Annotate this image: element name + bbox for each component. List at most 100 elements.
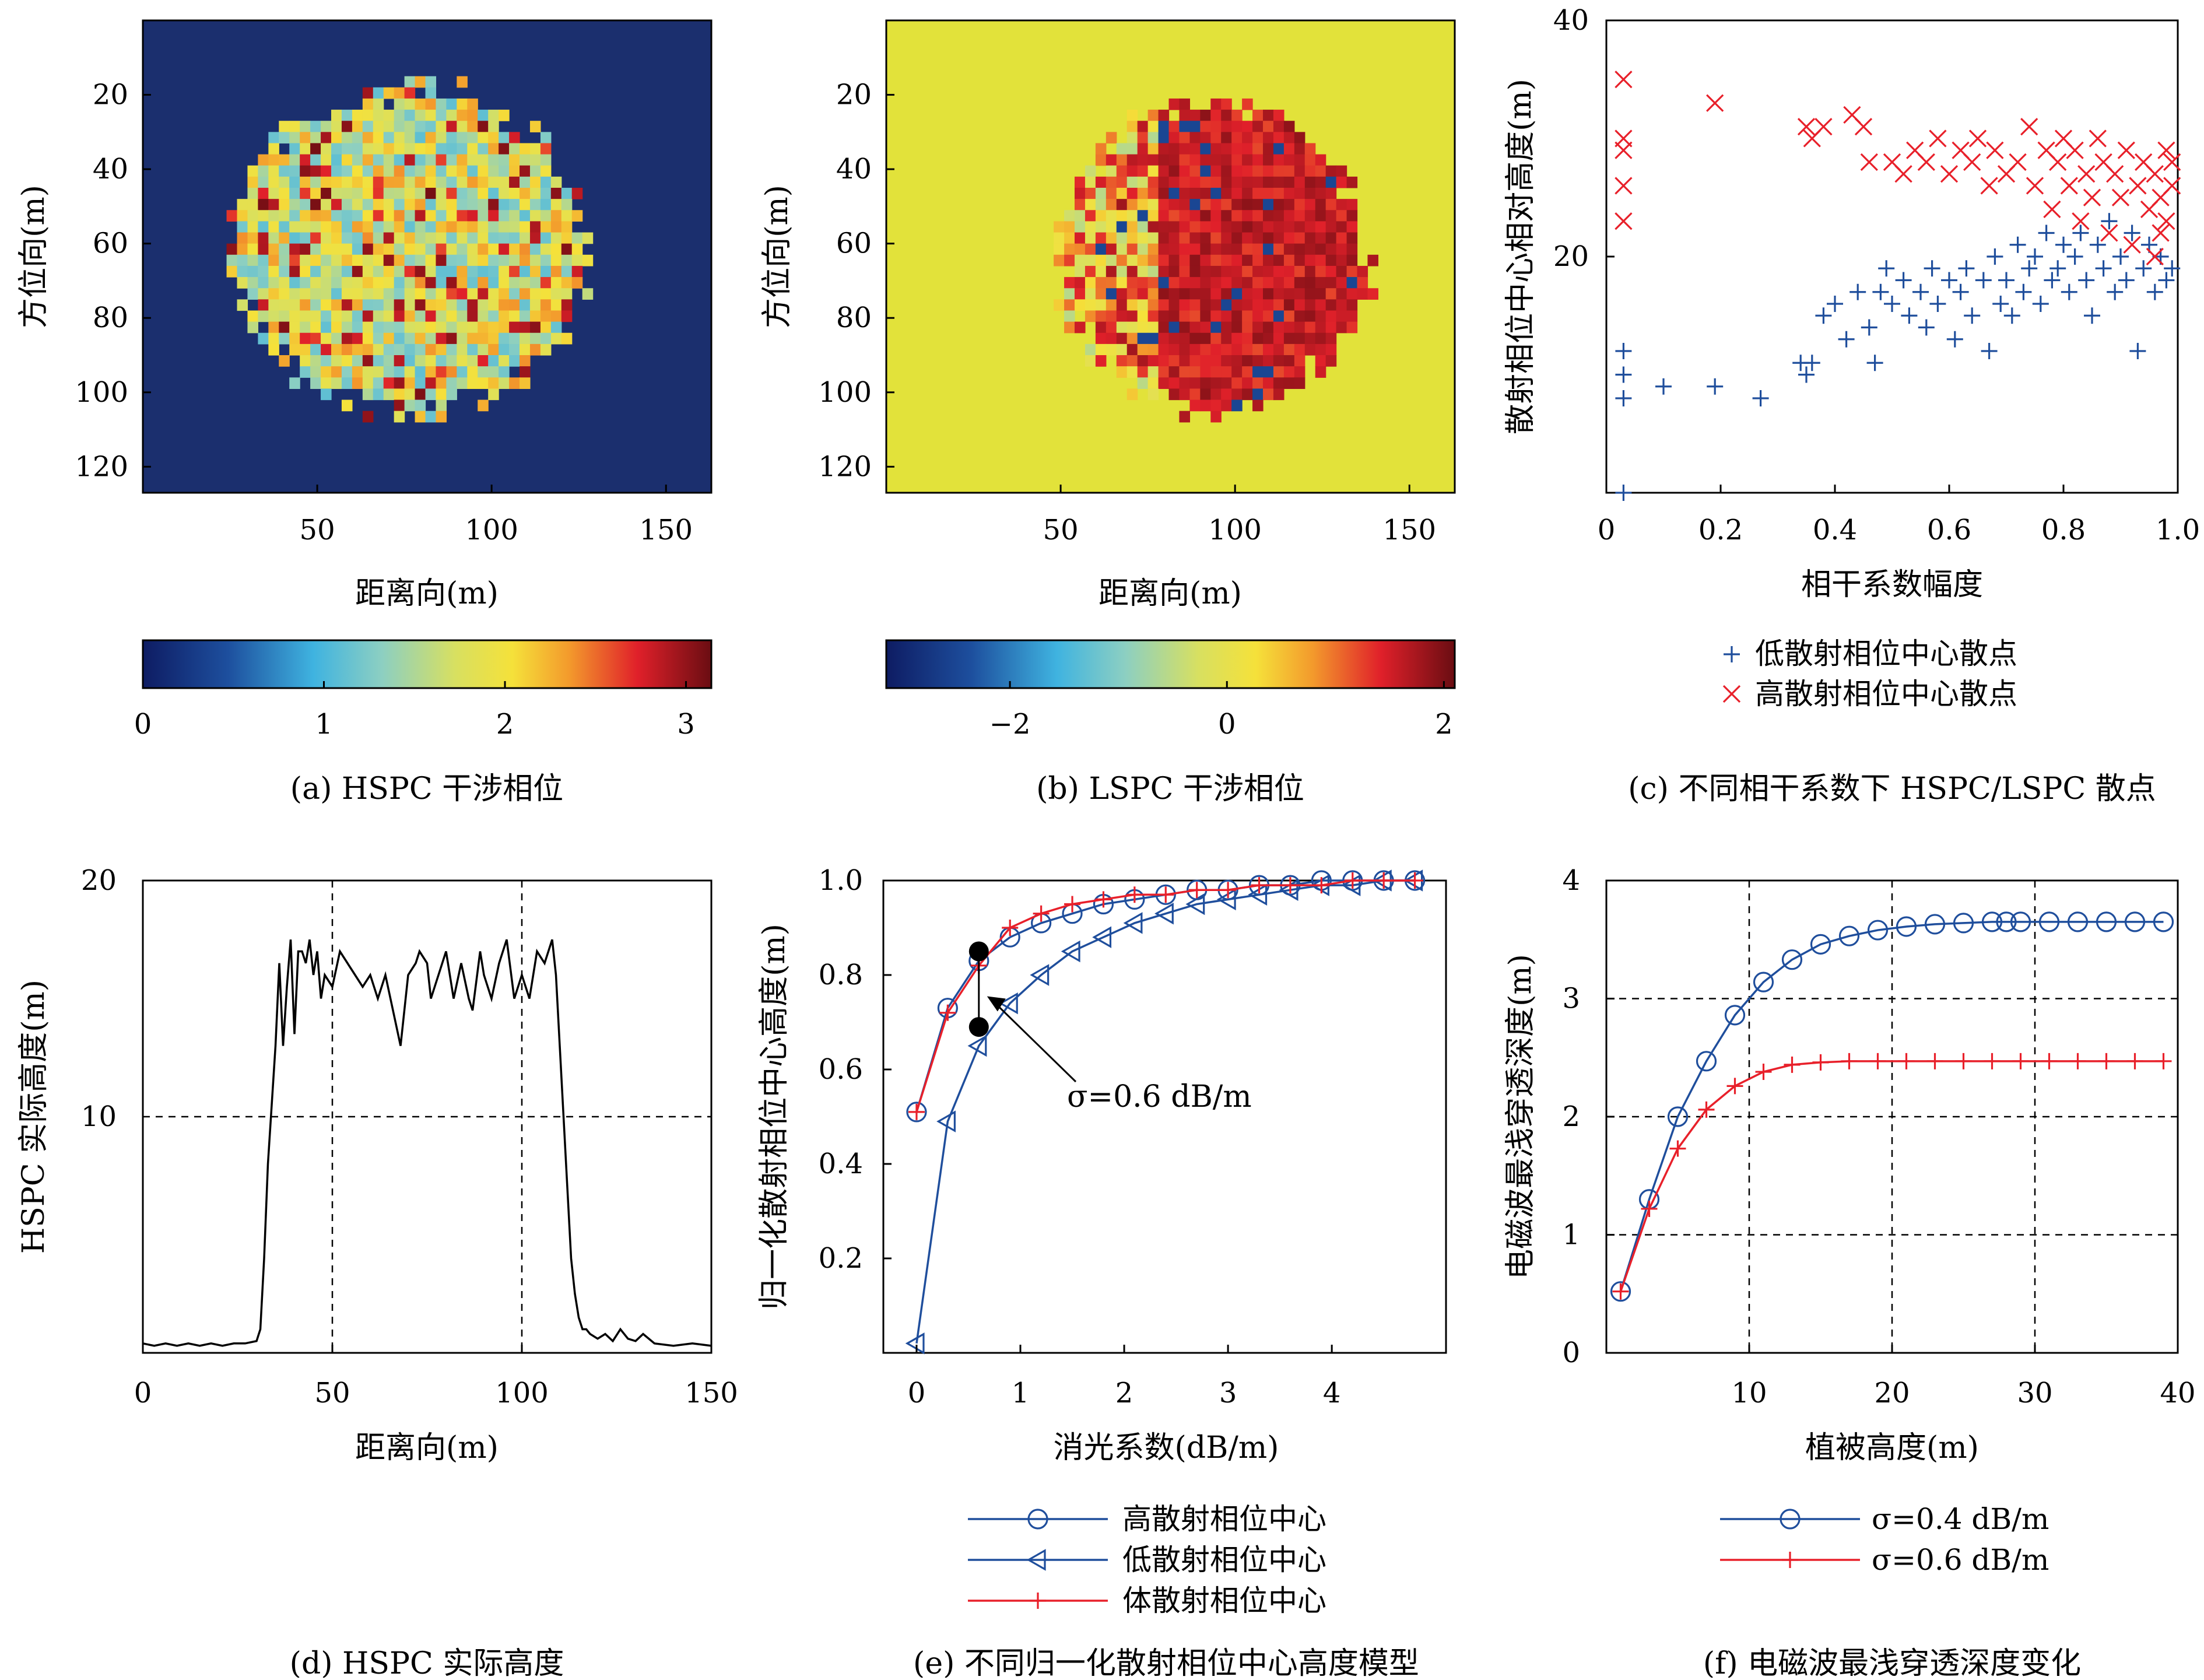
heatmap-cell <box>310 199 321 211</box>
heatmap-cell <box>436 288 447 300</box>
heatmap-cell <box>520 343 531 356</box>
heatmap-cell <box>352 176 363 188</box>
heatmap-cell <box>362 355 374 367</box>
heatmap-cell <box>509 188 520 199</box>
heatmap-cell <box>1273 321 1285 334</box>
panel-b-colorbar <box>885 639 1456 689</box>
heatmap-cell <box>1116 254 1128 266</box>
heatmap-cell <box>1294 355 1305 367</box>
panel-e-annotation-text: σ=0.6 dB/m <box>1067 1079 1252 1114</box>
heatmap-cell <box>1200 210 1211 222</box>
heatmap-cell <box>1126 310 1138 322</box>
heatmap-cell <box>237 299 248 311</box>
heatmap-cell <box>404 221 416 233</box>
series-marker <box>1154 902 1174 925</box>
heatmap-cell <box>362 221 374 233</box>
heatmap-cell <box>404 243 416 255</box>
high-scatter-point <box>2049 153 2067 171</box>
heatmap-cell <box>467 98 478 110</box>
heatmap-cell <box>258 265 269 278</box>
heatmap-cell <box>1075 221 1086 233</box>
heatmap-cell <box>415 411 426 423</box>
colorbar-tick-label: 1 <box>315 708 333 741</box>
series-marker <box>1126 886 1143 903</box>
heatmap-cell <box>1147 265 1159 278</box>
heatmap-cell <box>1252 332 1264 345</box>
heatmap-cell <box>1158 165 1170 177</box>
heatmap-cell <box>1200 399 1211 412</box>
heatmap-cell <box>1095 243 1107 255</box>
heatmap-cell <box>529 332 541 345</box>
heatmap-cell <box>1210 110 1222 121</box>
series-marker <box>1313 877 1330 894</box>
heatmap-cell <box>1231 265 1243 278</box>
heatmap-cell <box>1105 188 1117 199</box>
heatmap-cell <box>1221 366 1232 378</box>
heatmap-cell <box>383 132 395 144</box>
heatmap-cell <box>352 366 363 378</box>
heatmap-cell <box>1325 299 1337 311</box>
series-marker <box>1841 1053 1858 1069</box>
heatmap-cell <box>488 288 499 300</box>
heatmap-cell <box>1105 343 1117 356</box>
heatmap-cell <box>1064 210 1075 222</box>
heatmap-cell <box>1116 355 1128 367</box>
heatmap-cell <box>582 232 594 244</box>
low-scatter-point <box>1941 272 1957 289</box>
heatmap-cell <box>373 377 384 390</box>
heatmap-cell <box>415 199 426 211</box>
heatmap-cell <box>1315 355 1326 367</box>
series-marker <box>906 1102 927 1123</box>
heatmap-cell <box>457 355 468 367</box>
series-marker <box>1812 1054 1829 1071</box>
heatmap-cell <box>1075 210 1086 222</box>
heatmap-cell <box>1210 254 1222 266</box>
heatmap-cell <box>436 265 447 278</box>
heatmap-cell <box>1294 377 1305 390</box>
heatmap-cell <box>373 121 384 132</box>
series-marker <box>1002 920 1019 936</box>
heatmap-cell <box>529 165 541 177</box>
legend-swatch-sigma-06 <box>1720 1552 1860 1568</box>
heatmap-cell <box>1315 199 1326 211</box>
heatmap-cell <box>457 98 468 110</box>
heatmap-cell <box>300 188 311 199</box>
heatmap-cell <box>1252 343 1264 356</box>
heatmap-cell <box>362 199 374 211</box>
heatmap-cell <box>1210 343 1222 356</box>
heatmap-cell <box>1210 176 1222 188</box>
heatmap-cell <box>467 165 478 177</box>
heatmap-cell <box>1200 165 1211 177</box>
heatmap-cell <box>1304 277 1316 289</box>
legend-marker <box>1724 646 1740 662</box>
heatmap-cell <box>1116 321 1128 334</box>
heatmap-cell <box>509 277 520 289</box>
heatmap-cell <box>499 210 510 222</box>
heatmap-cell <box>404 87 416 99</box>
heatmap-cell <box>1105 154 1117 166</box>
annotation-dot-low <box>968 1017 989 1037</box>
heatmap-cell <box>1210 154 1222 166</box>
heatmap-cell <box>1147 310 1159 322</box>
heatmap-cell <box>446 321 457 334</box>
heatmap-cell <box>1221 110 1232 121</box>
heatmap-cell <box>436 188 447 199</box>
heatmap-cell <box>1346 243 1358 255</box>
low-scatter-point <box>2032 296 2049 312</box>
heatmap-cell <box>1315 154 1326 166</box>
heatmap-cell <box>373 288 384 300</box>
heatmap-cell <box>1273 243 1285 255</box>
heatmap-cell <box>1315 265 1326 278</box>
heatmap-cell <box>1200 321 1211 334</box>
heatmap-cell <box>1168 388 1180 401</box>
heatmap-cell <box>1095 321 1107 334</box>
heatmap-cell <box>383 143 395 155</box>
heatmap-cell <box>509 288 520 300</box>
heatmap-cell <box>394 132 405 144</box>
series-marker <box>908 1103 925 1120</box>
heatmap-cell <box>1095 221 1107 233</box>
heatmap-cell <box>1273 199 1285 211</box>
heatmap-cell <box>1210 165 1222 177</box>
heatmap-cell <box>1325 277 1337 289</box>
heatmap-cell <box>300 277 311 289</box>
